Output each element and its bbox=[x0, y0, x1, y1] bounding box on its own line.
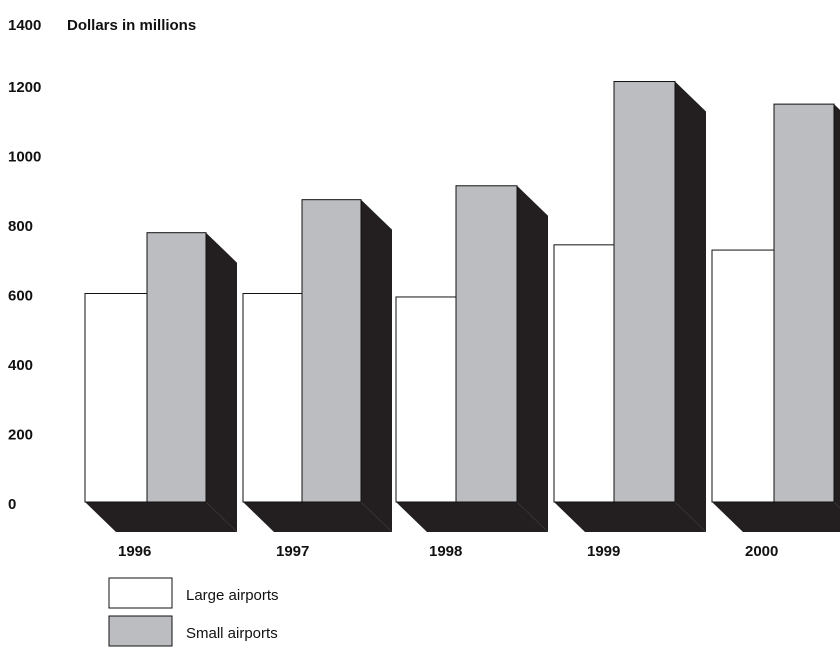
bar-large-airports-1998 bbox=[395, 296, 457, 503]
y-tick-label-400: 400 bbox=[8, 357, 33, 374]
bar-side-shadow-1999 bbox=[675, 81, 706, 533]
y-tick-label-800: 800 bbox=[8, 218, 33, 235]
bar-large-airports-2000 bbox=[711, 249, 775, 503]
y-tick-label-1000: 1000 bbox=[8, 149, 41, 166]
legend: Large airports Small airports bbox=[108, 577, 279, 647]
y-tick-label-1400: 1400 bbox=[8, 17, 41, 34]
bar-side-shadow-2000 bbox=[834, 104, 840, 508]
x-tick-label-1996: 1996 bbox=[118, 543, 151, 560]
bar-shadows bbox=[85, 81, 840, 533]
bar-small-airports-2000 bbox=[773, 103, 835, 503]
bars bbox=[84, 81, 835, 503]
y-axis-tick-labels: 0 200 400 600 800 1000 1200 1400 bbox=[8, 17, 41, 513]
legend-label-small-airports: Small airports bbox=[186, 625, 278, 642]
bar-small-airports-1999 bbox=[613, 81, 676, 503]
x-tick-label-1999: 1999 bbox=[587, 543, 620, 560]
bar-floor-shadow-1996 bbox=[85, 502, 237, 532]
x-tick-label-2000: 2000 bbox=[745, 543, 778, 560]
bar-side-shadow-1996 bbox=[206, 232, 237, 532]
bar-large-airports-1997 bbox=[242, 293, 303, 503]
legend-swatch-large-airports bbox=[108, 577, 173, 609]
bar-floor-shadow-2000 bbox=[712, 502, 840, 532]
bar-side-shadow-1997 bbox=[361, 199, 392, 533]
x-tick-label-1998: 1998 bbox=[429, 543, 462, 560]
x-tick-label-1997: 1997 bbox=[276, 543, 309, 560]
bar-small-airports-1996 bbox=[146, 232, 207, 503]
legend-label-large-airports: Large airports bbox=[186, 587, 279, 604]
bar-small-airports-1997 bbox=[301, 199, 362, 503]
bar-floor-shadow-1998 bbox=[396, 502, 548, 532]
y-tick-label-0: 0 bbox=[8, 496, 16, 513]
bar-small-airports-1998 bbox=[455, 185, 518, 503]
bar-large-airports-1996 bbox=[84, 293, 148, 503]
legend-swatch-small-airports bbox=[108, 615, 173, 647]
bar-floor-shadow-1997 bbox=[243, 502, 392, 532]
bar-large-airports-1999 bbox=[553, 244, 615, 503]
bar-side-shadow-1998 bbox=[517, 185, 548, 532]
x-axis-category-labels: 1996 1997 1998 1999 2000 bbox=[118, 543, 778, 560]
y-tick-label-1200: 1200 bbox=[8, 79, 41, 96]
y-axis-label: Dollars in millions bbox=[67, 17, 196, 34]
bar-floor-shadow-1999 bbox=[554, 502, 706, 532]
y-tick-label-200: 200 bbox=[8, 427, 33, 444]
y-tick-label-600: 600 bbox=[8, 288, 33, 305]
